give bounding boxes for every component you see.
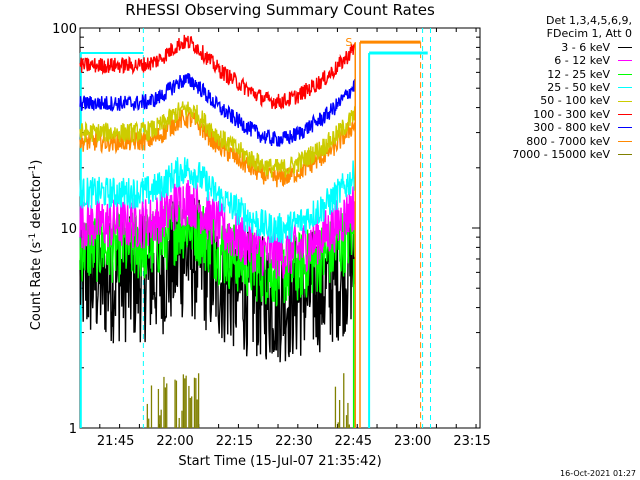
legend-label: 300 - 800 keV xyxy=(533,121,610,135)
plot-area: 100 10 1 21:45 22:00 22:15 22:30 22:45 23:00 23:1… xyxy=(52,22,491,449)
y-label-close: ) xyxy=(29,159,45,165)
x-tick-label: 22:45 xyxy=(335,434,372,449)
legend-item: 12 - 25 keV xyxy=(512,68,632,81)
series-3-line xyxy=(79,157,356,244)
x-tick-label: 21:45 xyxy=(97,434,134,449)
x-axis-label: Start Time (15-Jul-07 21:35:42) xyxy=(178,454,382,469)
series-4-line xyxy=(79,101,356,178)
y-tick-label: 100 xyxy=(52,22,77,37)
legend-swatch xyxy=(618,154,632,156)
legend-label: 6 - 12 keV xyxy=(554,54,610,68)
legend-label: 7000 - 15000 keV xyxy=(512,148,610,162)
legend-label: 100 - 300 keV xyxy=(533,107,610,121)
legend-swatch xyxy=(618,73,632,75)
legend-item: 800 - 7000 keV xyxy=(512,135,632,148)
y-label-sup-1: -1 xyxy=(27,232,38,242)
legend-swatch xyxy=(618,60,632,62)
legend-item: 100 - 300 keV xyxy=(512,108,632,121)
legend-label: 25 - 50 keV xyxy=(547,81,610,95)
series-6-line xyxy=(79,72,356,147)
legend-swatch xyxy=(618,114,632,116)
legend: Det 1,3,4,5,6,9, FDecim 1, Att 0 3 - 6 k… xyxy=(512,14,632,161)
saa-label: S xyxy=(345,36,352,49)
legend-label: 50 - 100 keV xyxy=(540,94,610,108)
series-7-line xyxy=(79,108,356,188)
legend-item: 6 - 12 keV xyxy=(512,54,632,67)
legend-swatch xyxy=(618,127,632,129)
legend-item: 25 - 50 keV xyxy=(512,81,632,94)
legend-item: 300 - 800 keV xyxy=(512,121,632,134)
legend-swatch xyxy=(618,87,632,89)
legend-swatch xyxy=(618,140,632,142)
series-1-line xyxy=(79,179,356,279)
legend-label: 12 - 25 keV xyxy=(547,67,610,81)
x-tick-label: 22:15 xyxy=(216,434,253,449)
chart-title: RHESSI Observing Summary Count Rates xyxy=(125,1,435,19)
legend-label: 800 - 7000 keV xyxy=(526,134,610,148)
legend-swatch xyxy=(618,100,632,102)
y-axis-label: Count Rate (s-1 detector-1) xyxy=(28,160,44,331)
x-tick-label: 23:15 xyxy=(453,434,490,449)
legend-item: 7000 - 15000 keV xyxy=(512,148,632,161)
legend-item: 3 - 6 keV xyxy=(512,41,632,54)
legend-header-line-2: FDecim 1, Att 0 xyxy=(546,27,632,41)
x-tick-label: 23:00 xyxy=(394,434,431,449)
y-label-main: Count Rate (s xyxy=(29,241,45,331)
x-tick-label: 22:30 xyxy=(275,434,312,449)
timestamp: 16-Oct-2021 01:27 xyxy=(560,469,636,478)
legend-label: 3 - 6 keV xyxy=(561,40,610,54)
legend-item: 50 - 100 keV xyxy=(512,94,632,107)
x-tick-label: 22:00 xyxy=(156,434,193,449)
y-tick-label: 1 xyxy=(69,422,77,437)
y-label-sup-2: -1 xyxy=(27,164,38,174)
series-5-line xyxy=(79,34,356,110)
y-label-tail: detector xyxy=(29,173,45,233)
legend-header-line-1: Det 1,3,4,5,6,9, xyxy=(545,14,632,27)
y-tick-label: 10 xyxy=(60,222,77,237)
legend-swatch xyxy=(618,47,632,49)
